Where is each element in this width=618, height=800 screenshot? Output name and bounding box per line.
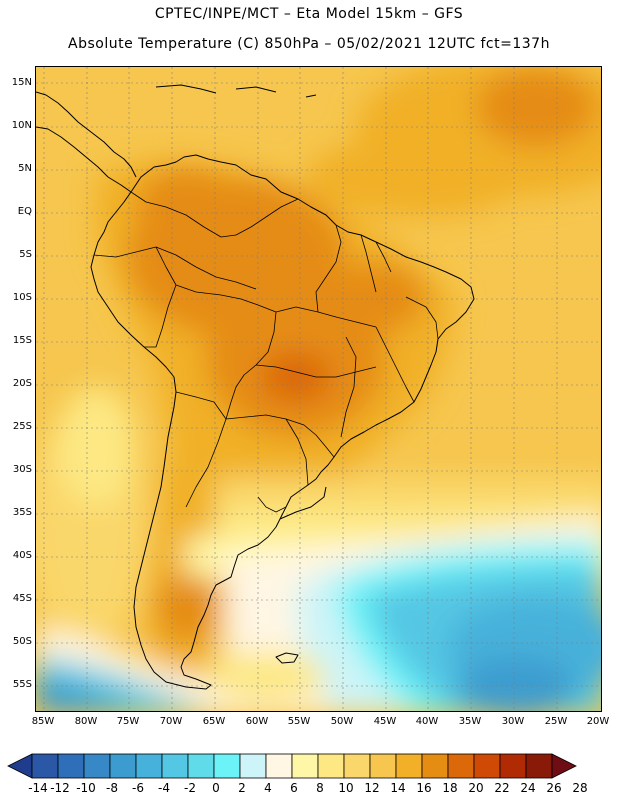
coastlines (36, 84, 475, 690)
colorbar-label: 10 (338, 781, 354, 795)
colorbar-label: 16 (416, 781, 432, 795)
lon-label-85w: 85W (31, 716, 55, 727)
map-svg (36, 67, 601, 711)
lat-label-15n: 15N (11, 77, 32, 88)
colorbar-label: 18 (442, 781, 458, 795)
lat-label-35s: 35S (12, 507, 32, 518)
chart-title-field: Absolute Temperature (C) 850hPa – 05/02/… (68, 36, 550, 52)
temperature-map (35, 66, 602, 712)
lon-label-25w: 25W (544, 716, 568, 727)
colorbar-label: -6 (132, 781, 144, 795)
lon-label-20w: 20W (586, 716, 610, 727)
lon-label-70w: 70W (159, 716, 183, 727)
lat-label-20s: 20S (12, 378, 32, 389)
temperature-field (36, 67, 601, 711)
colorbar-label: 28 (572, 781, 588, 795)
lon-label-65w: 65W (202, 716, 226, 727)
colorbar-label: 26 (546, 781, 562, 795)
colorbar-label: 6 (290, 781, 298, 795)
central-america-coast (36, 91, 137, 178)
colorbar-label: -14 (28, 781, 48, 795)
colorbar-label: 8 (316, 781, 324, 795)
colorbar-label: 12 (364, 781, 380, 795)
lon-label-50w: 50W (330, 716, 354, 727)
colorbar-swatch (161, 753, 189, 779)
colorbar-label: 4 (264, 781, 272, 795)
colorbar-swatch (369, 753, 397, 779)
colorbar-swatches (7, 753, 577, 779)
lat-label-eq: EQ (17, 206, 32, 217)
lat-label-10s: 10S (12, 292, 32, 303)
colorbar-swatch (135, 753, 163, 779)
lon-label-80w: 80W (74, 716, 98, 727)
lon-label-60w: 60W (245, 716, 269, 727)
lat-label-40s: 40S (12, 550, 32, 561)
colorbar-swatch (239, 753, 267, 779)
south-america-coast (90, 154, 475, 690)
colorbar-swatch (395, 753, 423, 779)
colorbar-swatch (57, 753, 85, 779)
colorbar-label: 0 (212, 781, 220, 795)
lon-label-45w: 45W (373, 716, 397, 727)
lon-label-75w: 75W (116, 716, 140, 727)
colorbar-swatch (499, 753, 527, 779)
lon-label-35w: 35W (458, 716, 482, 727)
colorbar-label: 24 (520, 781, 536, 795)
lat-label-45s: 45S (12, 593, 32, 604)
lat-label-5n: 5N (18, 163, 32, 174)
colorbar-label: -8 (106, 781, 118, 795)
lon-label-40w: 40W (415, 716, 439, 727)
lat-label-15s: 15S (12, 335, 32, 346)
colorbar-swatch (525, 753, 553, 779)
colorbar-swatch (343, 753, 371, 779)
lat-label-5s: 5S (19, 249, 32, 260)
colorbar-label: 14 (390, 781, 406, 795)
colorbar-arrow-low (7, 753, 33, 779)
lat-label-50s: 50S (12, 636, 32, 647)
colorbar-swatch (291, 753, 319, 779)
colorbar-arrow-high (551, 753, 577, 779)
colorbar-swatch (31, 753, 59, 779)
colorbar-swatch (83, 753, 111, 779)
colorbar-label: -12 (50, 781, 70, 795)
colorbar-label: -4 (158, 781, 170, 795)
lon-label-30w: 30W (501, 716, 525, 727)
colorbar-swatch (421, 753, 449, 779)
colorbar-swatch (473, 753, 501, 779)
lat-label-30s: 30S (12, 464, 32, 475)
colorbar-swatch (213, 753, 241, 779)
colorbar (7, 753, 577, 779)
colorbar-label: -10 (76, 781, 96, 795)
chart-title-model: CPTEC/INPE/MCT – Eta Model 15km – GFS (154, 6, 464, 22)
colorbar-swatch (317, 753, 345, 779)
colorbar-label: -2 (184, 781, 196, 795)
lat-label-10n: 10N (11, 120, 32, 131)
colorbar-label: 22 (494, 781, 510, 795)
colorbar-swatch (447, 753, 475, 779)
colorbar-label: 20 (468, 781, 484, 795)
lon-label-55w: 55W (287, 716, 311, 727)
colorbar-label: 2 (238, 781, 246, 795)
colorbar-swatch (265, 753, 293, 779)
country-borders (93, 191, 439, 513)
colorbar-swatch (187, 753, 215, 779)
colorbar-swatch (109, 753, 137, 779)
lat-label-25s: 25S (12, 421, 32, 432)
lat-label-55s: 55S (12, 679, 32, 690)
